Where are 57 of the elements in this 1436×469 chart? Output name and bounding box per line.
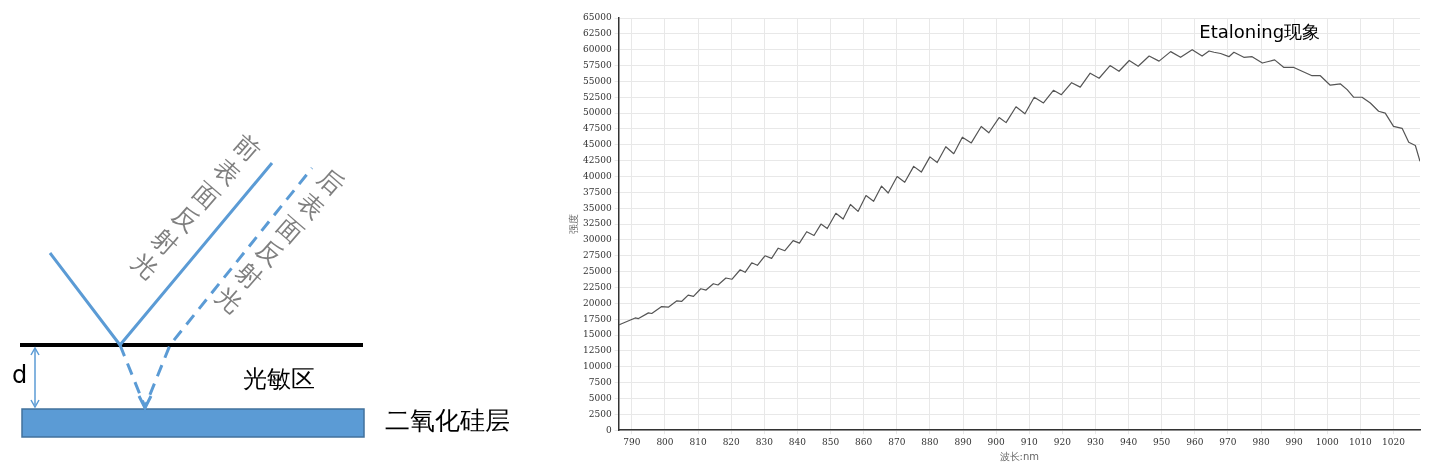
y-tick-label: 32500 <box>582 218 612 229</box>
y-tick-label: 52500 <box>582 91 612 102</box>
y-tick-label: 2500 <box>588 408 612 419</box>
y-tick-label: 7500 <box>588 376 612 387</box>
y-tick-label: 47500 <box>582 123 612 134</box>
x-tick-label: 910 <box>1020 436 1039 447</box>
x-tick-label: 900 <box>987 436 1005 447</box>
x-tick-label: 950 <box>1153 436 1171 447</box>
y-tick-label: 60000 <box>582 44 612 55</box>
x-tick-label: 940 <box>1120 436 1138 447</box>
x-tick-label: 860 <box>855 436 873 447</box>
annotation: Etaloning现象 <box>1199 20 1321 42</box>
y-tick-label: 62500 <box>582 28 612 39</box>
y-tick-label: 20000 <box>582 297 612 308</box>
y-tick-label: 30000 <box>582 234 612 245</box>
text: 二氧化硅层 <box>385 406 510 435</box>
x-tick-label: 1010 <box>1348 436 1373 447</box>
x-tick-label: 870 <box>888 436 906 447</box>
y-tick-label: 40000 <box>582 170 612 181</box>
y-tick-label: 5000 <box>588 392 612 403</box>
y-tick-label: 35000 <box>582 202 612 213</box>
x-tick-label: 1020 <box>1382 436 1406 447</box>
y-tick-label: 57500 <box>582 59 612 70</box>
x-tick-label: 830 <box>755 436 774 447</box>
x-tick-label: 790 <box>623 436 641 447</box>
x-tick-label: 890 <box>954 436 972 447</box>
x-axis-title: 波长:nm <box>999 450 1040 462</box>
y-tick-label: 12500 <box>582 345 612 356</box>
y-tick-label: 45000 <box>582 139 612 150</box>
x-tick-label: 990 <box>1285 436 1304 447</box>
x-tick-label: 820 <box>722 436 741 447</box>
y-tick-label: 55000 <box>582 75 612 86</box>
x-tick-label: 930 <box>1086 436 1105 447</box>
x-tick-label: 880 <box>921 436 939 447</box>
y-tick-label: 50000 <box>582 107 612 118</box>
y-tick-label: 42500 <box>582 155 612 166</box>
x-tick-label: 840 <box>788 436 807 447</box>
y-tick-label: 37500 <box>582 186 612 197</box>
text: d <box>12 361 28 389</box>
x-tick-label: 1000 <box>1315 436 1339 447</box>
y-tick-label: 17500 <box>582 313 612 324</box>
x-tick-label: 920 <box>1053 436 1072 447</box>
text: 光敏区 <box>243 365 315 393</box>
y-tick-label: 27500 <box>582 250 612 261</box>
y-tick-label: 15000 <box>582 329 612 340</box>
y-axis-title: 强度 <box>567 214 579 235</box>
y-tick-label: 65000 <box>582 12 612 23</box>
y-tick-label: 10000 <box>582 361 612 372</box>
y-tick-label: 0 <box>605 424 612 435</box>
x-tick-label: 970 <box>1219 436 1237 447</box>
y-tick-label: 25000 <box>582 266 612 277</box>
y-tick-label: 22500 <box>582 281 612 292</box>
x-tick-label: 810 <box>689 436 707 447</box>
x-tick-label: 800 <box>656 436 674 447</box>
x-tick-label: 960 <box>1186 436 1204 447</box>
x-tick-label: 980 <box>1252 436 1270 447</box>
x-tick-label: 850 <box>821 436 840 447</box>
